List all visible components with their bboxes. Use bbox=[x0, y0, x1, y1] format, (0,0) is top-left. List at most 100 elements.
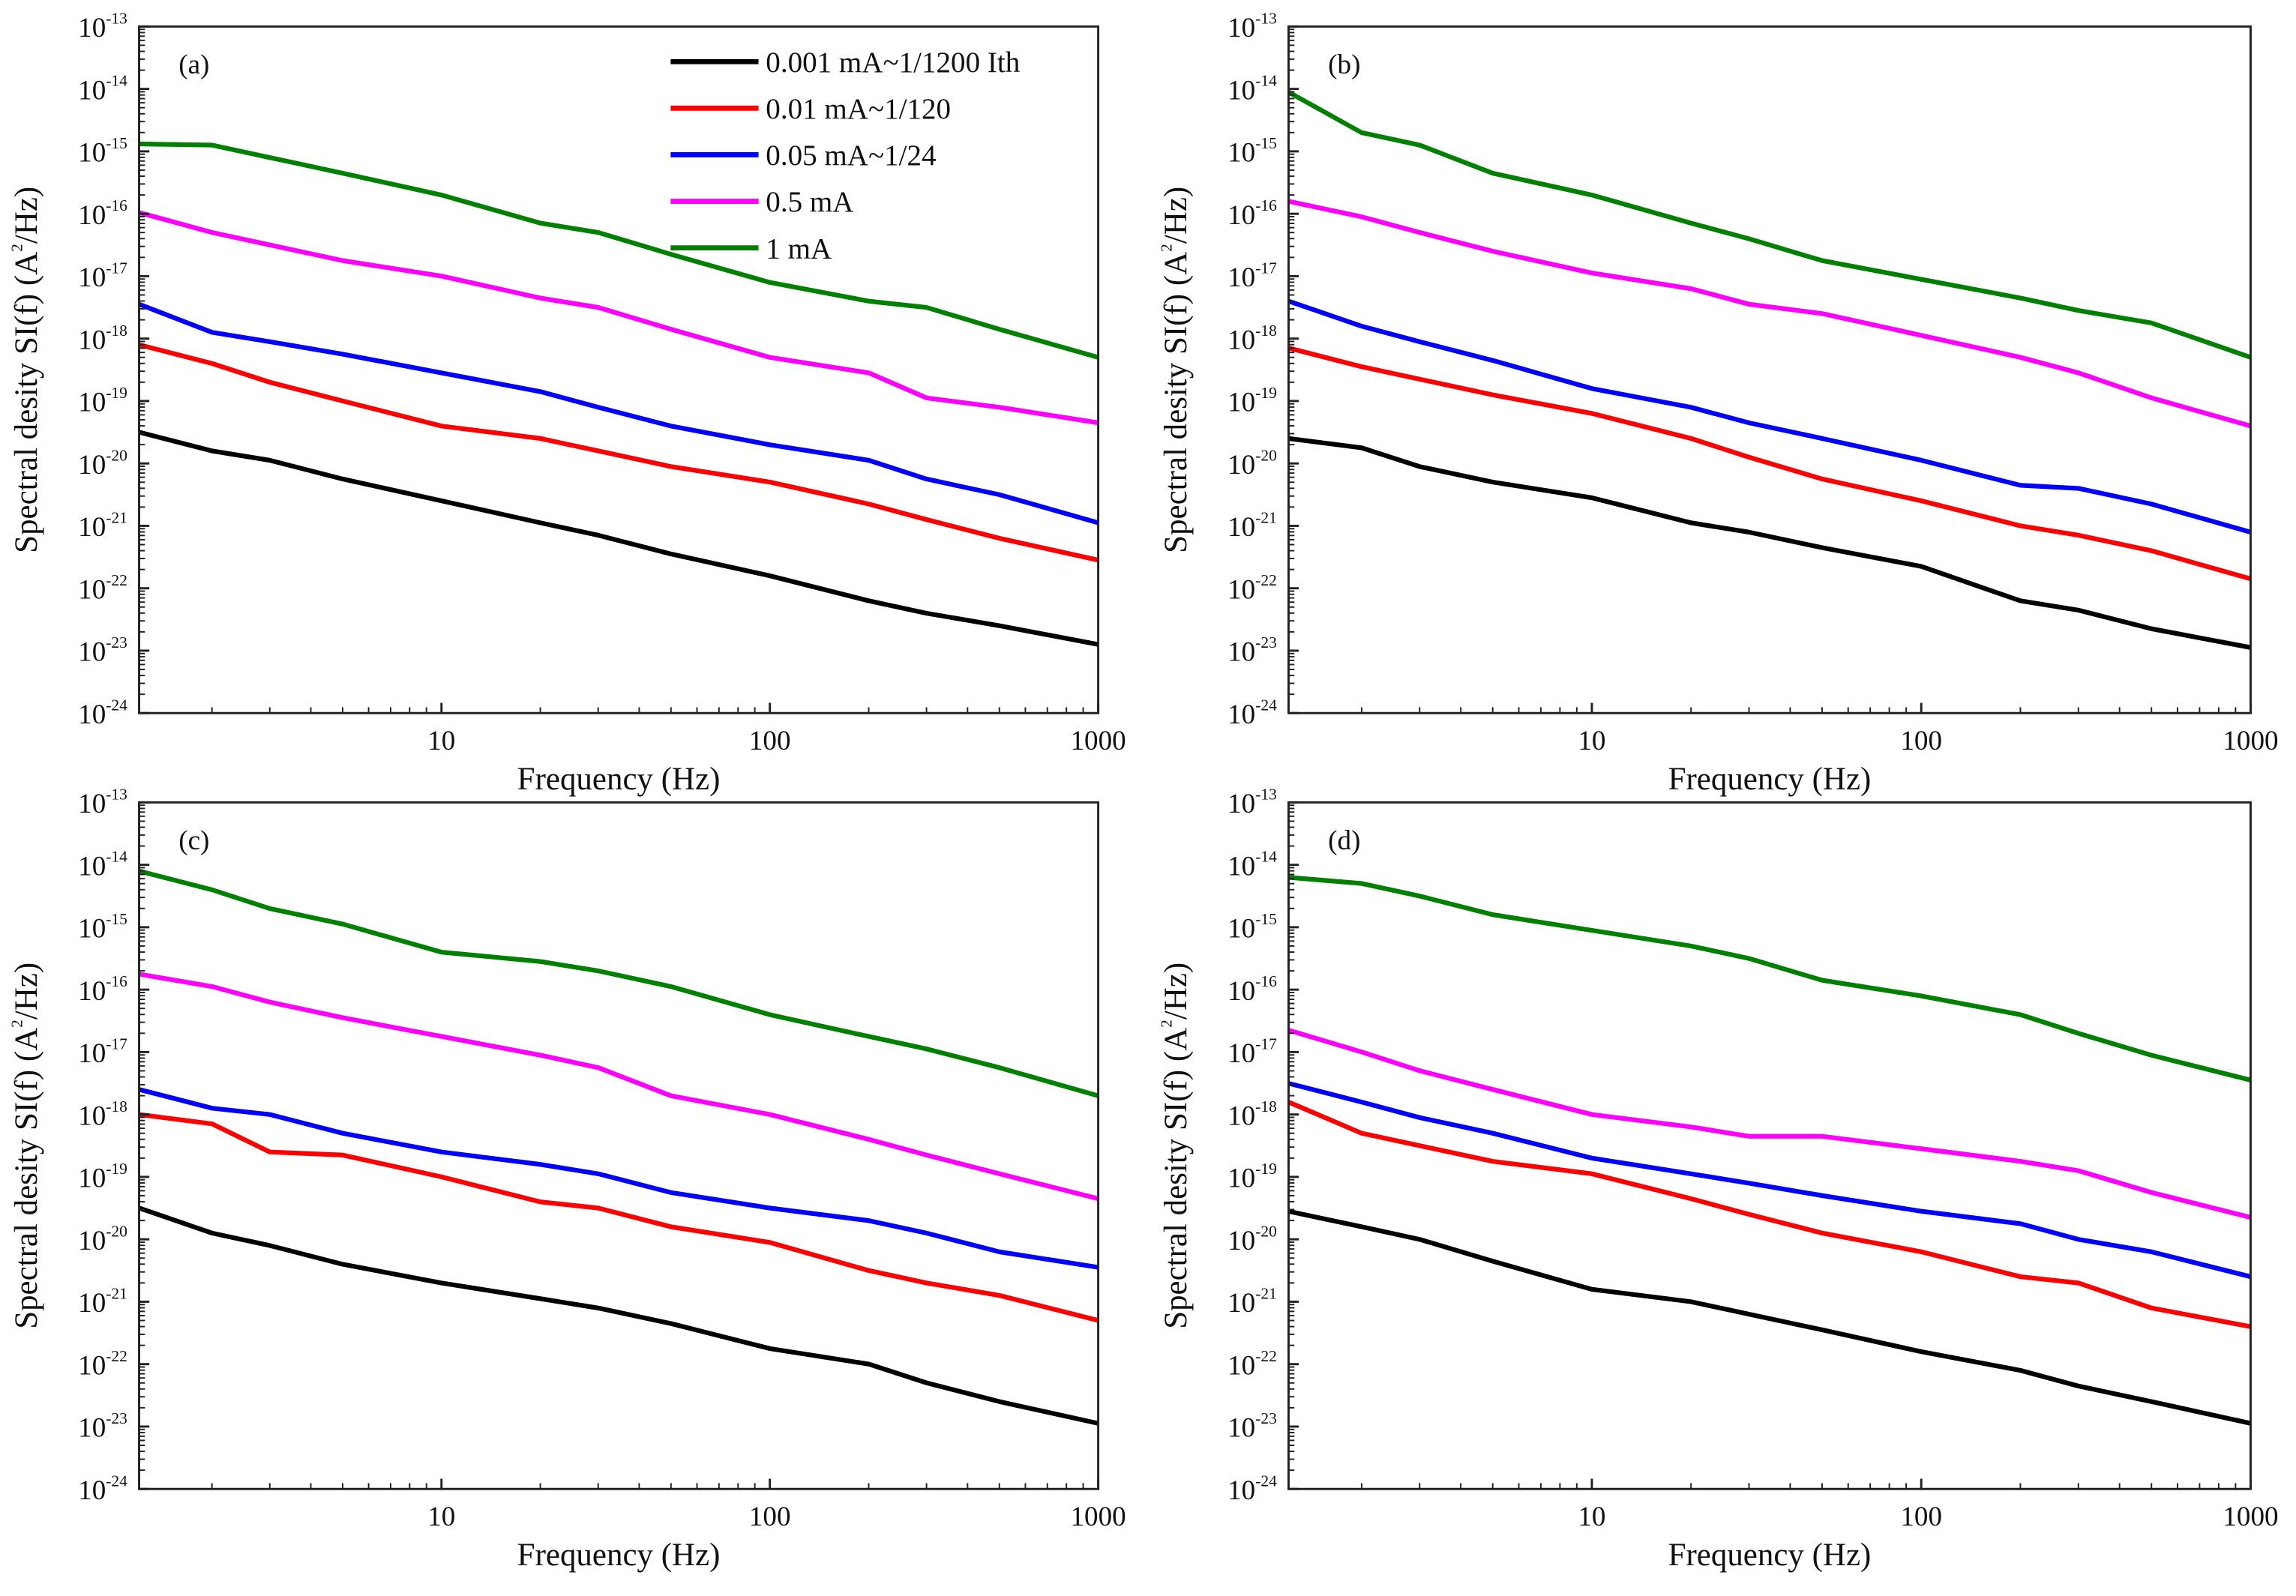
y-tick-label: 10-22 bbox=[78, 571, 127, 606]
y-tick-base: 10 bbox=[1227, 1413, 1255, 1444]
x-axis-title: Frequency (Hz) bbox=[517, 762, 721, 797]
legend-label: 0.5 mA bbox=[766, 186, 853, 218]
y-tick-exponent: -18 bbox=[1255, 322, 1277, 340]
y-tick-base: 10 bbox=[78, 574, 106, 605]
y-tick-base: 10 bbox=[78, 1413, 106, 1444]
y-tick-exponent: -18 bbox=[1255, 1097, 1277, 1115]
y-tick-exponent: -24 bbox=[1255, 1472, 1277, 1490]
y-tick-label: 10-19 bbox=[1227, 1160, 1277, 1194]
y-tick-label: 10-23 bbox=[1227, 1409, 1277, 1444]
legend: 0.001 mA~1/1200 Ith 0.01 mA~1/120 0.05 mA~… bbox=[670, 46, 1021, 265]
series-line bbox=[1287, 1028, 2252, 1220]
y-tick-base: 10 bbox=[1227, 200, 1255, 231]
series-line bbox=[138, 342, 1099, 563]
y-tick-label: 10-16 bbox=[1227, 972, 1277, 1007]
y-axis-title: Spectral desity SI(f) (A2/Hz) bbox=[1157, 187, 1194, 553]
x-tick-label: 100 bbox=[1900, 1502, 1942, 1532]
x-tick-label: 10 bbox=[427, 1502, 455, 1532]
y-tick-exponent: -18 bbox=[106, 1097, 127, 1115]
y-tick-base: 10 bbox=[78, 1163, 106, 1194]
plot-frame bbox=[1287, 25, 2252, 714]
y-tick-label: 10-23 bbox=[78, 633, 127, 668]
legend-label: 0.001 mA~1/1200 Ith bbox=[766, 46, 1020, 79]
series-line bbox=[1287, 199, 2252, 429]
y-tick-base: 10 bbox=[1227, 789, 1255, 819]
y-tick-exponent: -17 bbox=[106, 259, 127, 277]
y-tick-base: 10 bbox=[1227, 138, 1255, 169]
y-tick-exponent: -14 bbox=[106, 848, 127, 866]
y-tick-exponent: -15 bbox=[106, 134, 127, 152]
y-tick-exponent: -22 bbox=[106, 571, 127, 589]
y-tick-label: 10-16 bbox=[78, 972, 127, 1007]
y-tick-exponent: -23 bbox=[1255, 633, 1277, 651]
y-tick-base: 10 bbox=[78, 325, 106, 355]
y-tick-exponent: -15 bbox=[1255, 910, 1277, 928]
panel-label: (a) bbox=[178, 49, 209, 80]
series-line bbox=[138, 1087, 1099, 1270]
x-tick-label: 1000 bbox=[2223, 1502, 2278, 1532]
y-tick-exponent: -19 bbox=[1255, 1160, 1277, 1178]
y-tick-label: 10-14 bbox=[1227, 848, 1277, 882]
y-tick-base: 10 bbox=[78, 914, 106, 945]
y-tick-base: 10 bbox=[78, 75, 106, 106]
y-tick-base: 10 bbox=[1227, 976, 1255, 1007]
plot-frame bbox=[138, 25, 1100, 714]
panel-c: 10-1310-1410-1510-1610-1710-1810-1910-20… bbox=[7, 785, 1126, 1572]
legend-label: 0.05 mA~1/24 bbox=[766, 139, 936, 172]
series-line bbox=[138, 972, 1099, 1202]
y-tick-exponent: -19 bbox=[106, 1160, 127, 1178]
y-tick-exponent: -19 bbox=[106, 384, 127, 402]
x-tick-label: 10 bbox=[1578, 726, 1605, 756]
y-tick-exponent: -20 bbox=[1255, 1222, 1277, 1240]
y-tick-base: 10 bbox=[1227, 450, 1255, 481]
y-tick-base: 10 bbox=[1227, 637, 1255, 668]
y-tick-label: 10-17 bbox=[78, 259, 127, 294]
y-tick-label: 10-16 bbox=[78, 196, 127, 231]
x-tick-label: 10 bbox=[1578, 1502, 1605, 1532]
y-tick-exponent: -17 bbox=[106, 1035, 127, 1053]
y-tick-base: 10 bbox=[1227, 1475, 1255, 1506]
y-tick-base: 10 bbox=[1227, 1350, 1255, 1381]
y-tick-base: 10 bbox=[78, 1038, 106, 1069]
y-tick-base: 10 bbox=[78, 13, 106, 43]
y-tick-base: 10 bbox=[1227, 851, 1255, 882]
series-line bbox=[1287, 298, 2252, 534]
y-axis-title: Spectral desity SI(f) (A2/Hz) bbox=[7, 963, 44, 1329]
y-tick-exponent: -19 bbox=[1255, 384, 1277, 402]
y-tick-label: 10-14 bbox=[78, 72, 127, 106]
y-tick-exponent: -23 bbox=[1255, 1409, 1277, 1427]
y-tick-label: 10-14 bbox=[78, 848, 127, 882]
y-tick-label: 10-24 bbox=[1227, 1472, 1277, 1506]
y-tick-base: 10 bbox=[1227, 1100, 1255, 1131]
x-tick-label: 1000 bbox=[1071, 726, 1126, 756]
series-line bbox=[138, 868, 1099, 1098]
y-tick-label: 10-20 bbox=[78, 446, 127, 481]
y-tick-label: 10-21 bbox=[78, 1285, 127, 1319]
series-line bbox=[139, 1112, 1099, 1323]
series-line bbox=[1287, 346, 2252, 582]
legend-label: 1 mA bbox=[766, 232, 832, 265]
y-tick-exponent: -16 bbox=[1255, 196, 1277, 214]
series-line bbox=[1287, 90, 2252, 360]
y-axis-title: Spectral desity SI(f) (A2/Hz) bbox=[1157, 963, 1194, 1329]
x-tick-label: 100 bbox=[1900, 726, 1942, 756]
y-tick-base: 10 bbox=[1227, 1038, 1255, 1069]
y-tick-exponent: -18 bbox=[106, 322, 127, 340]
y-tick-label: 10-21 bbox=[1227, 1285, 1277, 1319]
y-tick-label: 10-22 bbox=[1227, 1347, 1277, 1382]
y-tick-base: 10 bbox=[78, 388, 106, 418]
y-tick-base: 10 bbox=[78, 1350, 106, 1381]
y-tick-label: 10-19 bbox=[1227, 384, 1277, 418]
y-tick-base: 10 bbox=[78, 1100, 106, 1131]
y-tick-label: 10-18 bbox=[78, 322, 127, 356]
panel-d: 10-1310-1410-1510-1610-1710-1810-1910-20… bbox=[1157, 785, 2278, 1572]
y-tick-base: 10 bbox=[1227, 574, 1255, 605]
panel-label: (c) bbox=[178, 825, 209, 856]
y-tick-label: 10-17 bbox=[78, 1035, 127, 1069]
y-tick-base: 10 bbox=[1227, 1163, 1255, 1194]
y-tick-base: 10 bbox=[78, 200, 106, 231]
y-tick-label: 10-20 bbox=[1227, 446, 1277, 481]
y-tick-base: 10 bbox=[1227, 1288, 1255, 1319]
x-axis-title: Frequency (Hz) bbox=[1668, 762, 1872, 797]
y-tick-base: 10 bbox=[1227, 1226, 1255, 1256]
